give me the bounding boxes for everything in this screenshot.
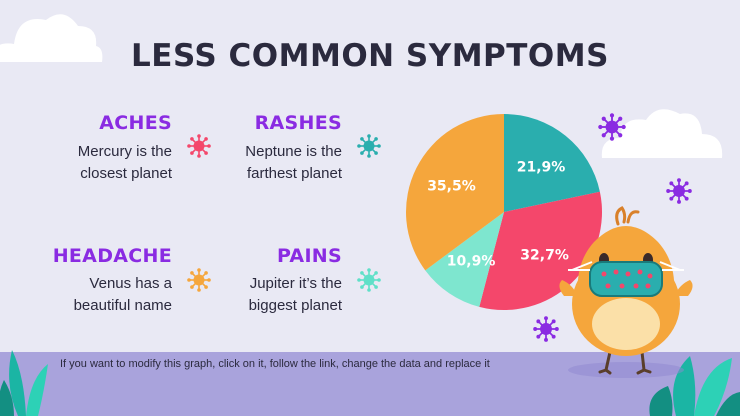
pie-slice-label: 32,7% [520, 248, 569, 264]
pie-slice [504, 114, 600, 212]
cloud-right [601, 109, 723, 158]
pie-slice [425, 212, 504, 307]
symptom-desc-aches: Mercury is the closest planet [78, 141, 172, 185]
symptom-title-headache: HEADACHE [52, 245, 172, 267]
virus-icon [187, 134, 211, 158]
symptom-desc-line: Neptune is the [245, 143, 342, 160]
page-title: LESS COMMON SYMPTOMS [131, 38, 609, 74]
symptom-desc-line: beautiful name [73, 297, 172, 314]
symptom-title-aches: ACHES [99, 112, 172, 134]
symptom-title-pains: PAINS [276, 245, 342, 267]
virus-icon [357, 268, 381, 292]
pie-slice-label: 10,9% [447, 254, 496, 270]
symptom-desc-line: Venus has a [89, 275, 172, 292]
symptom-desc-line: Mercury is the [77, 143, 172, 160]
pie-slice [406, 114, 504, 271]
cloud-top-left [0, 14, 103, 62]
pie-chart: 21,9% 32,7% 10,9% 35,5% [406, 114, 602, 310]
virus-icon [357, 134, 381, 158]
symptom-desc-line: biggest planet [248, 297, 342, 314]
symptom-desc-line: Jupiter it’s the [249, 275, 342, 292]
virus-icon [666, 178, 692, 204]
virus-icon [598, 113, 626, 141]
symptom-desc-line: closest planet [80, 165, 172, 182]
pie-slice-label: 21,9% [517, 159, 566, 175]
virus-icon [533, 316, 559, 342]
pie-slice-label: 35,5% [427, 179, 476, 195]
symptom-title-rashes: RASHES [254, 112, 342, 134]
symptom-desc-headache: Venus has a beautiful name [74, 273, 172, 317]
chick-mascot-illustration [559, 206, 693, 378]
symptom-desc-pains: Jupiter it’s the biggest planet [249, 273, 342, 317]
plant-left [0, 350, 48, 416]
pie-slice [479, 191, 602, 310]
symptom-desc-line: farthest planet [246, 165, 342, 182]
virus-icon [187, 268, 211, 292]
footnote-text: If you want to modify this graph, click … [60, 358, 490, 370]
symptom-desc-rashes: Neptune is the farthest planet [245, 141, 342, 185]
